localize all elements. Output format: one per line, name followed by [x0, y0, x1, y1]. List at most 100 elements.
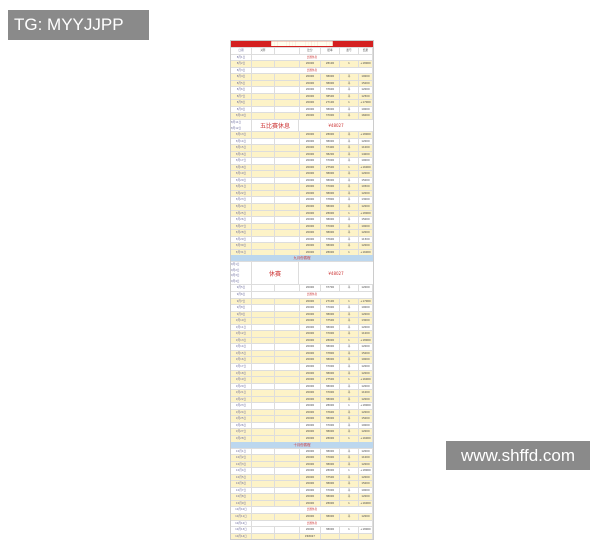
- table-cell: 12000: [359, 514, 373, 520]
- table-cell: 8月24日: [231, 204, 252, 210]
- table-cell: [252, 61, 275, 67]
- table-cell: [275, 403, 300, 409]
- table-cell: 8月2日: [231, 61, 252, 67]
- table-cell: 11000: [359, 331, 373, 337]
- table-row: 10月14日 ¥48027: [231, 532, 373, 540]
- table-cell: [275, 435, 300, 442]
- table-row: 9月18日 20000 38000 平 12000: [231, 369, 373, 377]
- table-cell: [275, 138, 300, 145]
- table-cell: [275, 113, 300, 120]
- table-cell: 平: [340, 390, 359, 396]
- table-row: 8月2日 20000 28100 1 +18000: [231, 60, 373, 67]
- table-cell: [275, 494, 300, 500]
- table-row: 8月4日 20000 38000 平 10000: [231, 73, 373, 80]
- table-cell: 10月7日: [231, 487, 252, 494]
- table-row: 8月13日 20000 28000 平 +18000: [231, 131, 373, 138]
- table-cell: [275, 383, 300, 390]
- table-cell: 37000: [321, 487, 340, 494]
- table-cell: 8月5日: [231, 80, 252, 87]
- table-cell: [252, 197, 275, 204]
- table-cell: [252, 285, 275, 291]
- table-cell: 12000: [359, 87, 373, 93]
- table-cell: [275, 344, 300, 350]
- table-row: 9月10日 20000 37500 平 13000: [231, 317, 373, 324]
- table-cell: 平: [340, 331, 359, 337]
- table-cell: 37000: [321, 113, 340, 120]
- table-cell: 15000: [359, 217, 373, 223]
- table-cell: 8月8日: [231, 100, 252, 106]
- table-cell: 1: [340, 337, 359, 344]
- table-cell: [275, 285, 300, 291]
- table-cell: 9月15日: [231, 350, 252, 357]
- table-cell: [275, 158, 300, 164]
- watermark-top-left: TG: MYYJJPP: [8, 10, 149, 40]
- table-row: 8月19日 20000 38000 平 12000: [231, 170, 373, 177]
- table-cell: [275, 223, 300, 230]
- table-cell: 20000: [300, 106, 321, 113]
- table-cell: 10月2日: [231, 455, 252, 461]
- table-cell: 8月28日: [231, 230, 252, 236]
- table-cell: 10月3日: [231, 461, 252, 468]
- table-cell: [275, 455, 300, 461]
- table-cell: [252, 318, 275, 324]
- table-cell: 平: [340, 151, 359, 158]
- table-cell: 38000: [321, 171, 340, 177]
- table-cell: 37400: [321, 145, 340, 151]
- table-cell: 20000: [300, 190, 321, 197]
- table-cell: 平: [340, 171, 359, 177]
- table-cell: [275, 106, 300, 113]
- table-cell: 12000: [359, 171, 373, 177]
- table-row: 10月11日 20000 38000 平 12000: [231, 513, 373, 520]
- table-cell: [275, 145, 300, 151]
- table-cell: 9月16日: [231, 357, 252, 363]
- table-cell: [275, 461, 300, 468]
- table-cell: 1: [340, 500, 359, 507]
- table-cell: 38000: [321, 190, 340, 197]
- table-cell: 10月9日: [231, 500, 252, 507]
- table-cell: [252, 435, 275, 442]
- table-cell: 38000: [321, 527, 340, 533]
- table-cell: [275, 87, 300, 93]
- table-row: 8月31日 20000 28000 1 +16000: [231, 248, 373, 256]
- table-cell: 12000: [359, 230, 373, 236]
- table-cell: 9月19日: [231, 377, 252, 383]
- table-cell: [252, 171, 275, 177]
- date-cell: 10月10日: [231, 507, 252, 513]
- table-cell: 20000: [300, 461, 321, 468]
- table-row: 8月7日 20000 38500 平 12500: [231, 92, 373, 100]
- table-cell: 平: [340, 324, 359, 331]
- table-cell: 10000: [359, 422, 373, 429]
- table-cell: [275, 204, 300, 210]
- table-cell: 10000: [359, 74, 373, 80]
- table-cell: 1: [340, 61, 359, 67]
- table-row: 9月6日 比赛休息: [231, 290, 373, 298]
- table-cell: [252, 210, 275, 217]
- table-cell: [252, 249, 275, 256]
- table-row: 10月13日 20000 38000 1 +18000: [231, 526, 373, 533]
- spreadsheet: ████████████████████ 日期 对阵 比分 赔率 盈亏 结果 8月1日 比赛…: [230, 40, 374, 540]
- table-cell: 9月14日: [231, 344, 252, 350]
- table-row: 8月3日 比赛休息: [231, 66, 373, 74]
- merged-note: 比赛休息: [252, 54, 373, 61]
- sheet-body: 8月1日 比赛休息 8月2日 20000 28100 1 +18000 8月3日 比赛休息 8月4…: [231, 53, 373, 540]
- table-cell: 20000: [300, 350, 321, 357]
- table-row: 8月28日 20000 38000 平 12000: [231, 229, 373, 236]
- table-cell: 38000: [321, 311, 340, 318]
- table-cell: 12000: [359, 370, 373, 377]
- table-row: 10月8日 20000 38000 平 12000: [231, 493, 373, 500]
- table-cell: 38000: [321, 494, 340, 500]
- table-cell: [275, 210, 300, 217]
- table-cell: +18000: [359, 210, 373, 217]
- table-cell: 20000: [300, 230, 321, 236]
- table-cell: 平: [340, 350, 359, 357]
- table-cell: [252, 106, 275, 113]
- date-cell: 8月11日 8月12日: [231, 120, 252, 132]
- table-cell: 20000: [300, 487, 321, 494]
- table-cell: [252, 409, 275, 416]
- table-cell: 8月6日: [231, 87, 252, 93]
- table-cell: [275, 177, 300, 184]
- table-cell: [252, 422, 275, 429]
- table-cell: 1: [340, 100, 359, 106]
- table-cell: +16000: [359, 377, 373, 383]
- table-cell: [275, 514, 300, 520]
